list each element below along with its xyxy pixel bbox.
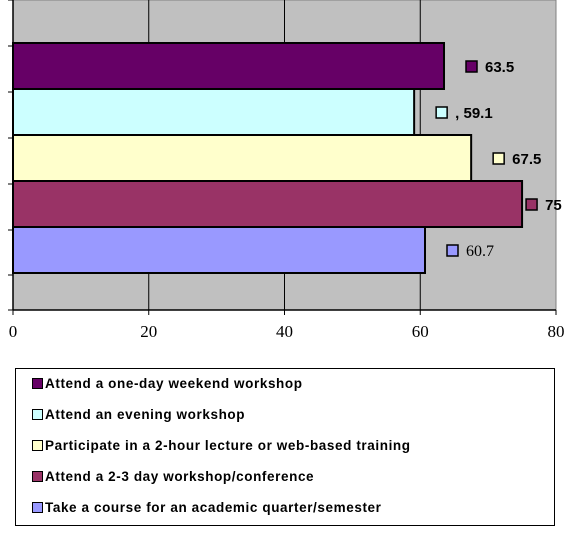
data-label-2: , 59.1: [455, 105, 493, 122]
chart-legend: Attend a one-day weekend workshop Attend…: [15, 368, 555, 526]
value-marker-5: [446, 244, 459, 257]
x-tick-label-80: 80: [548, 322, 565, 341]
legend-swatch-2: [32, 408, 43, 420]
legend-label-3: Participate in a 2-hour lecture or web-b…: [45, 437, 411, 453]
legend-swatch-4: [32, 470, 43, 482]
legend-label-4: Attend a 2-3 day workshop/conference: [45, 468, 315, 484]
value-marker-2: [435, 106, 448, 119]
legend-item-1: Attend a one-day weekend workshop: [32, 373, 303, 393]
legend-item-3: Participate in a 2-hour lecture or web-b…: [32, 435, 411, 455]
bar-4: [12, 180, 524, 228]
value-marker-4: [525, 198, 538, 211]
bar-1: [12, 42, 446, 90]
legend-item-4: Attend a 2-3 day workshop/conference: [32, 466, 314, 486]
bar-2: [12, 88, 416, 136]
data-label-5: 60.7: [466, 243, 494, 260]
legend-item-5: Take a course for an academic quarter/se…: [32, 497, 382, 517]
data-label-3: 67.5: [512, 151, 541, 168]
legend-label-5: Take a course for an academic quarter/se…: [45, 499, 382, 515]
legend-swatch-3: [32, 439, 43, 451]
bar-5: [12, 226, 427, 274]
legend-swatch-5: [32, 501, 43, 513]
legend-label-1: Attend a one-day weekend workshop: [45, 375, 303, 391]
data-label-4: 75: [545, 197, 562, 214]
legend-label-2: Attend an evening workshop: [45, 406, 246, 422]
legend-item-2: Attend an evening workshop: [32, 404, 245, 424]
bar-3: [12, 134, 473, 182]
value-marker-3: [492, 152, 505, 165]
data-label-1: 63.5: [485, 59, 514, 76]
value-marker-1: [465, 60, 478, 73]
x-tick-label-0: 0: [9, 322, 18, 341]
x-tick-label-20: 20: [140, 322, 157, 341]
legend-swatch-1: [32, 377, 43, 389]
x-tick-label-60: 60: [412, 322, 429, 341]
x-tick-label-40: 40: [276, 322, 293, 341]
